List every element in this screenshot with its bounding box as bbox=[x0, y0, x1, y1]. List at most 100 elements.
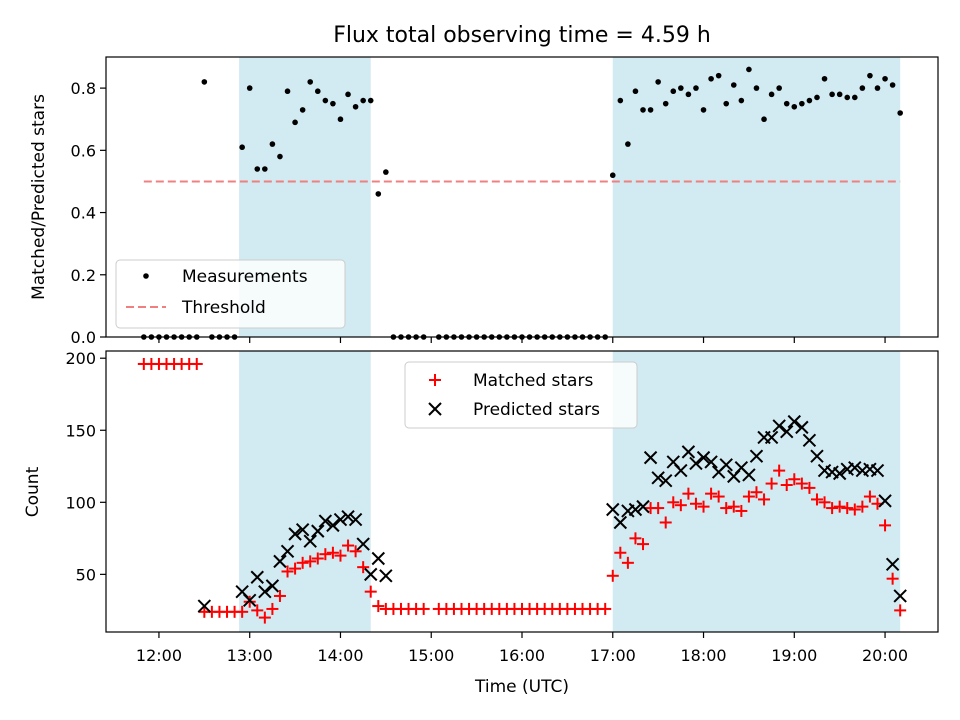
measurement-point bbox=[882, 75, 888, 82]
measurement-point bbox=[806, 97, 813, 104]
predicted-star-point bbox=[689, 456, 703, 471]
predicted-star-point bbox=[742, 468, 756, 482]
top-y-tick-label: 0.2 bbox=[71, 266, 96, 285]
measurement-point bbox=[246, 85, 253, 91]
matched-star-point bbox=[629, 532, 642, 545]
x-tick-label: 15:00 bbox=[408, 646, 454, 665]
x-tick-label: 19:00 bbox=[771, 646, 817, 665]
bottom-y-tick-label: 100 bbox=[65, 493, 96, 512]
measurement-point bbox=[829, 91, 835, 98]
predicted-star-point bbox=[243, 593, 257, 608]
predicted-star-point bbox=[704, 455, 718, 469]
predicted-star-point bbox=[659, 473, 673, 488]
measurement-point bbox=[314, 88, 321, 95]
chart-title: Flux total observing time = 4.59 h bbox=[333, 23, 711, 48]
measurement-point bbox=[768, 91, 775, 98]
bottom-legend-box bbox=[404, 361, 638, 429]
legend-matched-label: Matched stars bbox=[473, 371, 593, 391]
matched-star-point bbox=[236, 605, 249, 618]
measurement-point bbox=[307, 79, 314, 85]
measurement-point bbox=[783, 100, 790, 107]
predicted-star-point bbox=[885, 557, 900, 571]
matched-star-point bbox=[795, 477, 808, 490]
matched-star-point bbox=[667, 496, 680, 509]
predicted-star-point bbox=[802, 433, 817, 448]
top-legend-box bbox=[115, 259, 346, 329]
measurement-point bbox=[730, 82, 737, 88]
measurement-point bbox=[640, 107, 646, 113]
measurement-point bbox=[239, 144, 245, 151]
matched-star-point bbox=[243, 595, 256, 608]
matched-star-point bbox=[742, 490, 755, 503]
matched-star-point bbox=[773, 464, 786, 477]
predicted-star-point bbox=[258, 584, 272, 599]
measurement-point bbox=[655, 79, 661, 85]
legend-threshold-label: Threshold bbox=[181, 298, 266, 318]
measurement-point bbox=[632, 88, 639, 95]
matched-star-point bbox=[863, 490, 876, 503]
measurement-point bbox=[761, 116, 767, 123]
measurement-point bbox=[625, 141, 631, 147]
measurement-point bbox=[814, 94, 820, 101]
predicted-star-point bbox=[295, 522, 310, 537]
matched-star-point bbox=[894, 604, 907, 617]
matched-star-point bbox=[372, 600, 385, 613]
matched-star-point bbox=[273, 589, 286, 602]
measurement-point bbox=[897, 110, 903, 116]
predicted-star-point bbox=[628, 502, 643, 517]
measurement-point bbox=[670, 88, 677, 95]
bottom-y-tick-label: 150 bbox=[65, 421, 96, 440]
x-tick-label: 16:00 bbox=[499, 646, 545, 665]
x-tick-label: 20:00 bbox=[862, 646, 908, 665]
matched-star-point bbox=[712, 490, 725, 503]
predicted-star-point bbox=[348, 512, 363, 527]
legend-matched-marker bbox=[429, 374, 441, 386]
predicted-star-point bbox=[311, 524, 325, 538]
matched-star-point bbox=[765, 477, 778, 490]
predicted-star-point bbox=[379, 569, 393, 583]
predicted-star-point bbox=[280, 544, 295, 559]
measurement-point bbox=[269, 141, 276, 147]
matched-star-point bbox=[780, 479, 793, 492]
bottom-y-axis-label: Count bbox=[23, 466, 43, 517]
matched-star-point bbox=[879, 519, 892, 532]
measurement-point bbox=[738, 97, 745, 104]
measurement-point bbox=[254, 166, 261, 172]
measurement-point bbox=[859, 85, 866, 91]
matched-star-point bbox=[689, 497, 702, 510]
top-legend: Measurements Threshold bbox=[115, 259, 346, 329]
x-axis-label: Time (UTC) bbox=[474, 677, 569, 697]
measurement-point bbox=[693, 85, 699, 91]
measurement-point bbox=[201, 79, 208, 85]
matched-star-point bbox=[674, 499, 687, 512]
top-y-tick-label: 0.4 bbox=[71, 204, 96, 223]
top-panel: 0.00.20.40.60.8 Matched/Predicted stars … bbox=[29, 56, 939, 347]
predicted-star-point bbox=[795, 420, 809, 435]
predicted-star-point bbox=[326, 518, 340, 533]
measurement-point bbox=[791, 103, 798, 110]
measurement-point bbox=[375, 191, 382, 197]
matched-star-point bbox=[803, 481, 816, 494]
matched-star-point bbox=[266, 602, 279, 615]
predicted-star-point bbox=[893, 589, 907, 603]
matched-star-point bbox=[251, 604, 264, 617]
x-tick-label: 18:00 bbox=[680, 646, 726, 665]
predicted-star-point bbox=[197, 599, 212, 613]
predicted-star-point bbox=[341, 510, 355, 524]
measurement-point bbox=[284, 88, 291, 95]
measurement-point bbox=[299, 107, 306, 113]
predicted-star-point bbox=[364, 567, 378, 582]
matched-star-point bbox=[788, 473, 801, 486]
matched-star-point bbox=[614, 546, 627, 559]
matched-star-point bbox=[841, 502, 854, 515]
matched-star-point bbox=[349, 545, 362, 558]
predicted-star-point bbox=[870, 463, 885, 478]
predicted-star-point bbox=[787, 414, 801, 429]
matched-star-point bbox=[750, 486, 763, 499]
predicted-star-point bbox=[651, 471, 665, 485]
predicted-star-point bbox=[674, 463, 688, 478]
measurement-point bbox=[700, 107, 707, 113]
predicted-star-point bbox=[250, 570, 264, 584]
matched-star-point bbox=[281, 565, 294, 578]
